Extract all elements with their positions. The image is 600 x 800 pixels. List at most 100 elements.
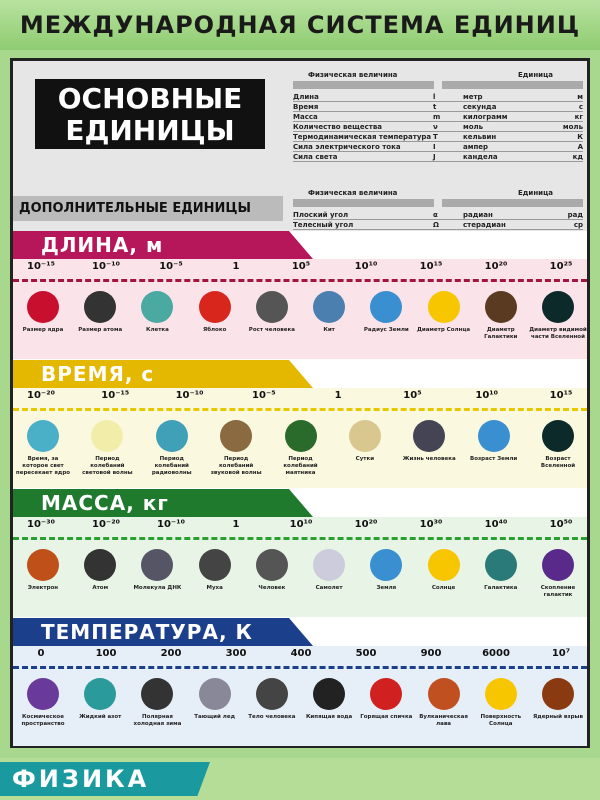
tick-label: 10¹⁰	[289, 519, 313, 530]
section-length: ДЛИНА, м 10⁻¹⁵ 10⁻¹⁰ 10⁻⁵ 1 10⁵ 10¹⁰ 10¹⁵ 10²⁰ 10…	[13, 231, 587, 359]
object-label: Размер атома	[78, 327, 123, 333]
tick-label: 200	[160, 648, 182, 659]
cell-quantity: Плоский угол	[293, 211, 349, 219]
object-label: Клетка	[145, 327, 169, 333]
tick-label: 10⁻¹⁵	[101, 390, 130, 401]
object-label: Радиус Земли	[363, 327, 409, 333]
object-label: Размер ядра	[22, 327, 64, 333]
col-quantity: Физическая величина	[308, 189, 398, 197]
object-picture	[141, 549, 174, 581]
scale-object: Земля	[357, 549, 415, 592]
object-label: Период колебаний маятника	[283, 456, 318, 476]
cell-unit-name: кандела	[463, 153, 498, 161]
object-picture	[477, 420, 510, 452]
scale-band: 10⁻¹⁵ 10⁻¹⁰ 10⁻⁵ 1 10⁵ 10¹⁰ 10¹⁵ 10²⁰ 10²⁵ Размер…	[13, 259, 587, 359]
tick-label: 900	[420, 648, 442, 659]
object-label: Рост человека	[248, 327, 295, 333]
scale-object: Жидкий азот	[71, 678, 129, 721]
object-picture	[427, 291, 460, 323]
object-label: Молекула ДНК	[133, 585, 182, 591]
tick-label: 500	[355, 648, 377, 659]
object-label: Период колебаний световой волны	[82, 456, 133, 476]
table-row: Плоский угол α радиан рад	[293, 211, 583, 220]
object-label: Кипящая вода	[305, 714, 353, 720]
poster-title: МЕЖДУНАРОДНАЯ СИСТЕМА ЕДИНИЦ СИ	[0, 0, 600, 89]
scale-object: Поверхность Солнца	[472, 678, 530, 728]
cell-unit-symbol: А	[577, 143, 583, 151]
object-label: Диаметр Галактики	[484, 327, 518, 340]
cell-unit-name: радиан	[463, 211, 493, 219]
tick-label: 10⁻¹⁰	[92, 261, 120, 272]
object-label: Диаметр Солнца	[416, 327, 471, 333]
object-picture	[91, 420, 124, 452]
cell-symbol: T	[433, 133, 438, 141]
scale-object: Возраст Земли	[465, 420, 523, 463]
object-label: Самолет	[315, 585, 343, 591]
scale-object: Тающий лед	[186, 678, 244, 721]
scale-object: Ядерный взрыв	[529, 678, 587, 721]
tick-label: 10¹⁰	[475, 390, 499, 401]
object-label: Период колебаний звуковой волны	[210, 456, 262, 476]
cell-quantity: Время	[293, 103, 319, 111]
scale-object: Клетка	[128, 291, 186, 334]
scale-object: Галактика	[472, 549, 530, 592]
cell-quantity: Сила электрического тока	[293, 143, 401, 151]
object-picture	[27, 549, 59, 581]
object-picture	[427, 549, 460, 581]
scale-band: 10⁻²⁰ 10⁻¹⁵ 10⁻¹⁰ 10⁻⁵ 1 10⁵ 10¹⁰ 10¹⁵ Время, за…	[13, 388, 587, 488]
section-temperature: ТЕМПЕРАТУРА, К 0 100 200 300 400 500 900 6000 10⁷…	[13, 618, 587, 746]
scale-object: Тело человека	[243, 678, 301, 721]
object-label: Диаметр видимой части Вселенной	[529, 327, 587, 340]
cell-unit-symbol: К	[577, 133, 583, 141]
object-picture	[370, 291, 403, 323]
object-label: Полярная холодная зима	[133, 714, 182, 727]
tick-label: 10⁴⁰	[484, 519, 508, 530]
object-picture	[313, 678, 346, 710]
section-header: ДЛИНА, м	[13, 231, 313, 259]
object-label: Атом	[92, 585, 109, 591]
object-picture	[484, 291, 517, 323]
scale-object: Размер ядра	[14, 291, 72, 334]
cell-unit-symbol: кг	[574, 113, 583, 121]
tick-label: 100	[95, 648, 117, 659]
object-picture	[84, 549, 117, 581]
tick-label: 10¹⁵	[549, 390, 573, 401]
object-picture	[220, 420, 253, 452]
cell-unit-name: секунда	[463, 103, 497, 111]
object-label: Тело человека	[248, 714, 296, 720]
tick-label: 1	[232, 261, 240, 272]
object-picture	[141, 291, 174, 323]
tick-label: 10²⁰	[354, 519, 378, 530]
object-label: Солнце	[431, 585, 456, 591]
cell-quantity: Телесный угол	[293, 221, 354, 229]
scale-object: Жизнь человека	[400, 420, 458, 463]
tick-label: 10⁻²⁰	[27, 390, 55, 401]
scale-object: Молекула ДНК	[128, 549, 186, 592]
table-row: Масса m килограмм кг	[293, 113, 583, 122]
scale-object: Электрон	[14, 549, 72, 592]
object-label: Возраст Земли	[470, 456, 518, 462]
scale-object: Самолет	[300, 549, 358, 592]
tick-label: 6000	[482, 648, 510, 659]
object-picture	[484, 549, 517, 581]
cell-unit-symbol: кд	[572, 153, 583, 161]
scale-object: Кит	[300, 291, 358, 334]
cell-quantity: Термодинамическая температура	[293, 133, 432, 141]
tick-label: 10⁻⁵	[159, 261, 183, 272]
footer: ФИЗИКА	[0, 758, 600, 800]
cell-symbol: α	[433, 211, 438, 219]
object-label: Космическое пространство	[21, 714, 65, 727]
scale-object: Радиус Земли	[357, 291, 415, 334]
object-label: Горящая спичка	[360, 714, 413, 720]
table-row: Количество вещества ν моль моль	[293, 123, 583, 132]
object-picture	[141, 678, 174, 710]
cell-unit-symbol: м	[577, 93, 583, 101]
col-unit: Единица	[518, 189, 553, 197]
col-unit: Единица	[518, 71, 553, 79]
cell-unit-name: стерадиан	[463, 221, 506, 229]
object-picture	[255, 678, 288, 710]
object-label: Ядерный взрыв	[533, 714, 583, 720]
